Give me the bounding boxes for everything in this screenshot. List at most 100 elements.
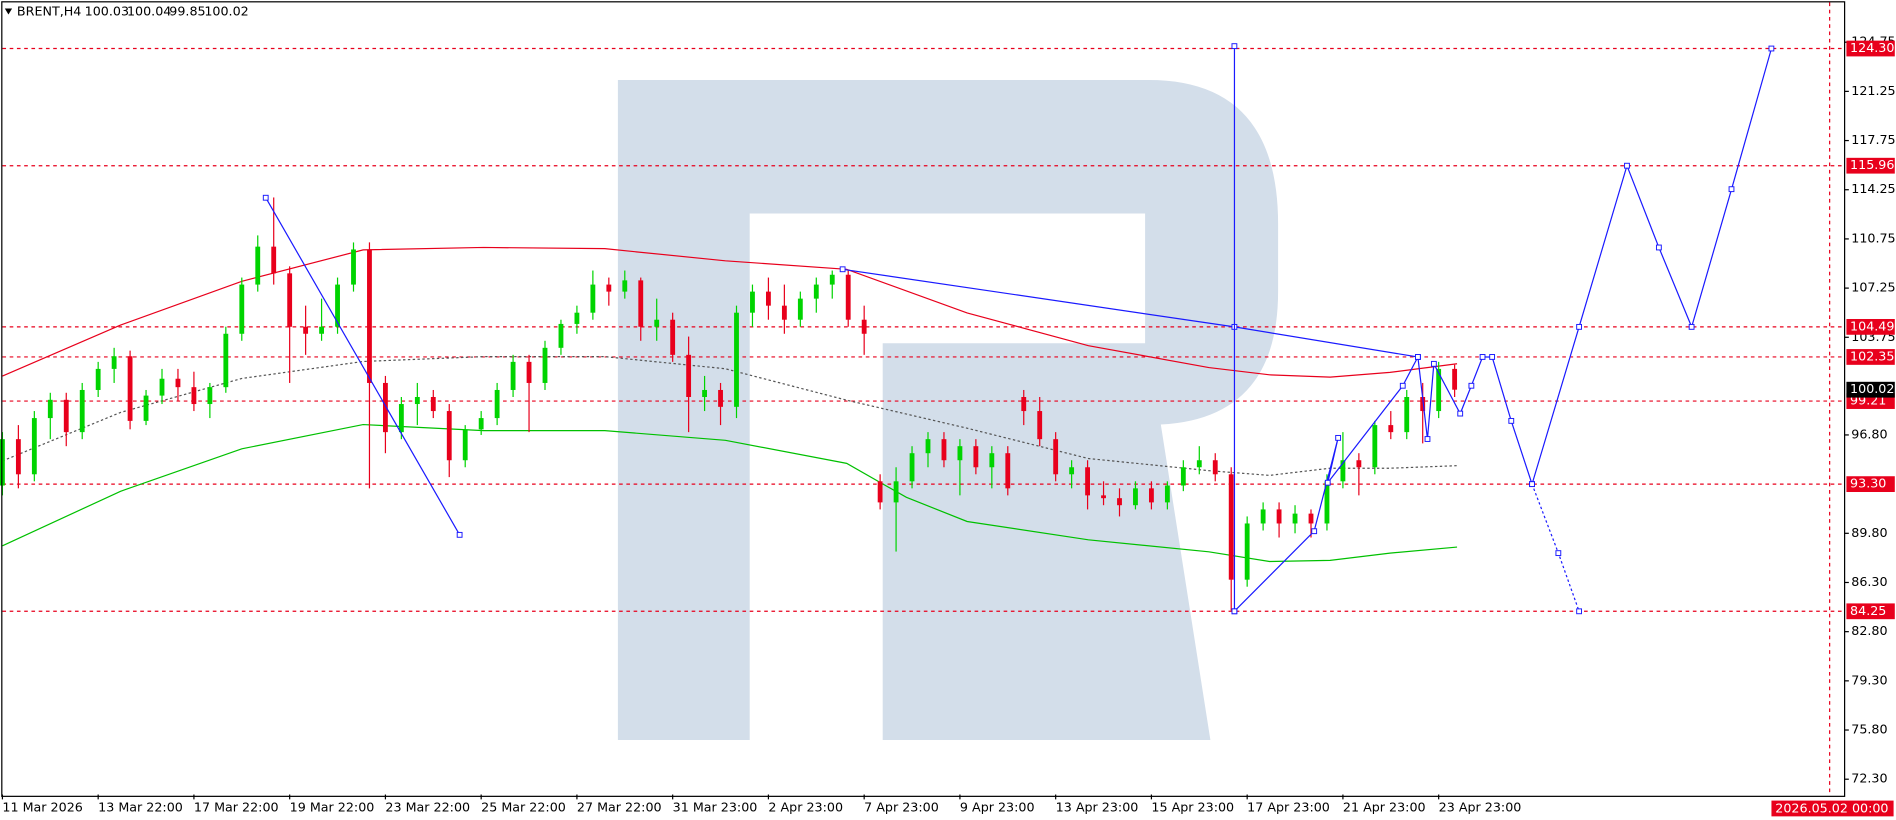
candle-body	[223, 333, 229, 388]
x-tick-label: 11 Mar 2026	[2, 799, 82, 814]
candle-body	[1260, 509, 1266, 524]
candle-body	[925, 439, 931, 454]
candle-body	[861, 319, 867, 334]
candle-body	[1085, 467, 1091, 496]
candle-body	[1053, 439, 1059, 475]
menu-arrow[interactable]	[4, 8, 13, 15]
y-tick-label: 121.25	[1851, 83, 1895, 98]
candle-body	[1148, 488, 1154, 503]
candle-body	[207, 387, 213, 405]
candle-body	[79, 389, 85, 433]
wave-point	[1231, 608, 1238, 615]
x-tick-label: 7 Apr 23:00	[864, 799, 939, 814]
watermark	[617, 80, 1279, 740]
quote-close: 100.02	[204, 4, 248, 19]
x-tick-label: 13 Apr 23:00	[1056, 799, 1139, 814]
x-tick-label: 17 Apr 23:00	[1247, 799, 1330, 814]
candle-body	[1404, 397, 1410, 433]
candle-body	[478, 418, 484, 430]
candle-body	[111, 356, 117, 369]
candle-body	[574, 312, 580, 324]
wave-point	[1399, 382, 1406, 389]
y-tick-label: 72.30	[1851, 771, 1887, 786]
candle-body	[1244, 523, 1250, 580]
candle-body	[734, 312, 739, 407]
candle-body	[1308, 513, 1314, 524]
candle-body	[797, 298, 803, 320]
x-tick-label: 27 Mar 22:00	[577, 799, 662, 814]
candle-body	[271, 246, 277, 274]
wave-point	[1424, 436, 1431, 442]
x-tick-label: 25 Mar 22:00	[481, 799, 566, 814]
plot-frame	[1, 1, 1846, 797]
candle-body	[829, 274, 835, 285]
candle-body	[1212, 460, 1218, 475]
candle-body	[1101, 495, 1106, 499]
candle-body	[1388, 425, 1394, 433]
x-tick-label: 23 Apr 23:00	[1439, 799, 1522, 814]
wave-point	[1688, 323, 1695, 330]
level-label-box	[1846, 603, 1895, 620]
candle-body	[989, 453, 995, 468]
time-marker-box	[1771, 800, 1894, 817]
candle-body	[765, 291, 771, 306]
candle-body	[750, 291, 755, 313]
y-tick-label: 107.25	[1851, 280, 1895, 295]
candle-body	[1372, 425, 1378, 468]
candle-body	[845, 274, 851, 320]
candle-body	[957, 446, 963, 461]
quote-open: 100.03	[85, 4, 129, 19]
candle-body	[414, 397, 420, 405]
level-label: 102.35	[1850, 348, 1894, 363]
quote-high: 100.04	[127, 4, 171, 19]
wave-point	[262, 194, 269, 201]
candle-body	[718, 389, 723, 407]
candle-body	[877, 481, 883, 503]
candle-body	[909, 453, 915, 482]
candle-body	[430, 397, 436, 412]
candle-body	[1180, 467, 1186, 486]
x-tick-label: 15 Apr 23:00	[1151, 799, 1234, 814]
candle-body	[1117, 498, 1122, 506]
wave-point	[1576, 323, 1582, 330]
moving-average	[2, 423, 1458, 563]
candle-body	[1133, 488, 1138, 506]
candle-body	[47, 399, 53, 419]
y-tick-label: 75.80	[1851, 722, 1887, 737]
candle-body	[494, 389, 500, 419]
wave-point	[1655, 244, 1662, 251]
level-label-box	[1846, 157, 1895, 174]
wave-point	[456, 531, 463, 538]
x-tick-label: 13 Mar 22:00	[98, 799, 183, 814]
wave-point	[1311, 528, 1318, 535]
candle-body	[351, 249, 356, 285]
candle-body	[159, 378, 165, 396]
wave-point	[1529, 481, 1535, 488]
x-tick-label: 9 Apr 23:00	[960, 799, 1035, 814]
level-label: 84.25	[1850, 603, 1886, 618]
x-tick-label: 2 Apr 23:00	[768, 799, 843, 814]
candle-body	[510, 361, 516, 390]
candle-body	[462, 429, 468, 461]
candle-body	[606, 284, 612, 292]
last-price-label: 100.02	[1850, 381, 1894, 396]
wave-point	[1430, 360, 1437, 367]
candle-body	[781, 305, 787, 320]
candle-body	[319, 326, 325, 334]
wave-line	[265, 197, 461, 536]
candle-body	[1276, 509, 1282, 524]
candle-body	[335, 284, 340, 327]
wave-point	[1479, 354, 1486, 360]
y-tick-label: 86.30	[1851, 574, 1887, 589]
candle-body	[542, 347, 548, 383]
level-label-box	[1846, 318, 1895, 335]
candle-body	[670, 319, 676, 355]
candle-body	[1037, 411, 1043, 440]
y-tick-label: 110.75	[1851, 230, 1895, 245]
candle-body	[127, 356, 133, 421]
wave-point	[1555, 550, 1562, 557]
watermark-shape	[617, 80, 1279, 740]
